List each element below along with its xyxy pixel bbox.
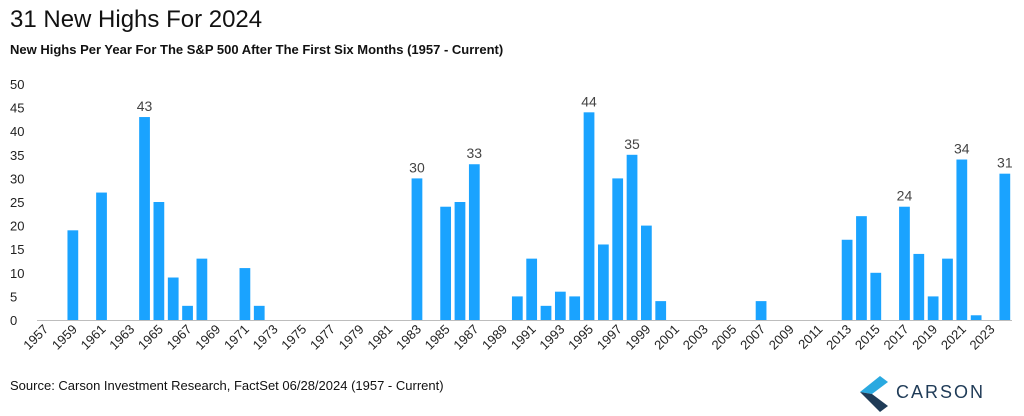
bar-1959 [67,230,79,320]
chart-title: 31 New Highs For 2024 [10,6,263,33]
y-tick-label: 45 [10,101,24,116]
x-tick-label: 1981 [364,322,395,353]
bar-1991 [526,258,538,320]
y-tick-label: 5 [10,289,17,304]
data-label-1987: 33 [467,145,483,161]
x-tick-label: 1973 [250,322,281,353]
x-tick-label: 2017 [881,322,912,353]
y-tick-label: 15 [10,242,24,257]
x-tick-label: 2013 [823,322,854,353]
bar-2000 [655,301,667,320]
bar-1972 [253,305,265,320]
x-tick-label: 2001 [651,322,682,353]
y-tick-label: 25 [10,195,24,210]
bar-2014 [856,216,867,320]
y-tick-label: 35 [10,148,24,163]
y-tick-label: 10 [10,266,24,281]
bar-2015 [870,272,882,320]
bar-1996 [597,244,609,320]
data-label-2021: 34 [954,141,970,157]
data-label-1983: 30 [409,159,425,175]
x-tick-label: 1959 [49,322,80,353]
x-tick-label: 1965 [135,322,166,353]
bar-1986 [454,202,466,320]
bar-1993 [554,291,566,320]
x-tick-label: 1993 [536,322,567,353]
bar-2007 [755,301,767,320]
bar-2019 [927,296,939,320]
bar-2022 [970,315,982,320]
y-tick-label: 30 [10,171,24,186]
bar-1965 [153,202,165,320]
bar-1961 [96,192,107,320]
x-tick-label: 2015 [852,322,883,353]
y-tick-label: 0 [10,313,17,328]
y-tick-label: 20 [10,219,24,234]
bar-2021 [956,159,968,320]
x-tick-label: 1989 [479,322,510,353]
x-tick-label: 2023 [967,322,998,353]
x-tick-label: 2005 [708,322,739,353]
x-tick-label: 2019 [909,322,940,353]
bar-1985 [440,206,452,320]
bar-2020 [942,258,953,320]
carson-logo: CARSON [858,372,1018,412]
bar-2017 [899,206,910,320]
x-tick-label: 1957 [20,322,51,353]
bar-1999 [640,225,652,320]
x-tick-label: 2021 [938,322,969,353]
x-tick-label: 1967 [164,322,195,353]
bar-1997 [612,178,624,320]
bar-1998 [626,154,638,320]
x-tick-label: 1985 [422,322,453,353]
bar-1992 [540,305,552,320]
x-tick-label: 1963 [106,322,137,353]
x-tick-label: 1997 [594,322,625,353]
x-tick-label: 2003 [680,322,711,353]
bar-1987 [468,164,480,320]
x-tick-label: 2011 [795,322,825,352]
bar-2018 [913,253,925,320]
bar-1994 [569,296,581,320]
x-tick-label: 1979 [336,322,367,353]
carson-logo-icon [860,376,888,412]
bar-1967 [182,305,193,320]
data-label-1998: 35 [624,136,640,152]
data-label-2024: 31 [997,155,1013,171]
bar-1968 [196,258,208,320]
x-tick-label: 1995 [565,322,596,353]
chart-subtitle: New Highs Per Year For The S&P 500 After… [10,42,504,57]
x-tick-label: 1971 [221,322,252,353]
data-label-2017: 24 [897,188,913,204]
bar-1990 [511,296,523,320]
y-tick-label: 50 [10,77,24,92]
bar-1983 [411,178,423,320]
bar-1995 [583,112,595,320]
bar-1964 [139,117,150,320]
bar-2024 [999,173,1011,320]
x-tick-label: 1983 [393,322,424,353]
bar-2013 [841,239,853,320]
data-label-1964: 43 [137,98,153,114]
bar-chart: 0 5 10 15 20 25 30 35 40 45 50 43 30 33 44 35 24 34 31 1957… [10,77,1013,353]
x-tick-label: 1977 [307,322,338,353]
x-tick-label: 1987 [450,322,481,353]
x-tick-label: 2009 [766,322,797,353]
x-tick-label: 1975 [278,322,309,353]
x-tick-label: 1961 [78,322,109,353]
logo-wordmark: CARSON [896,382,986,402]
data-label-1995: 44 [581,93,597,109]
x-tick-label: 2007 [737,322,768,353]
bar-1971 [239,268,251,320]
x-tick-label: 1969 [192,322,223,353]
y-tick-label: 40 [10,124,24,139]
x-tick-label: 1999 [622,322,653,353]
source-note: Source: Carson Investment Research, Fact… [10,378,444,393]
bar-1966 [167,277,179,320]
x-tick-label: 1991 [508,322,539,353]
